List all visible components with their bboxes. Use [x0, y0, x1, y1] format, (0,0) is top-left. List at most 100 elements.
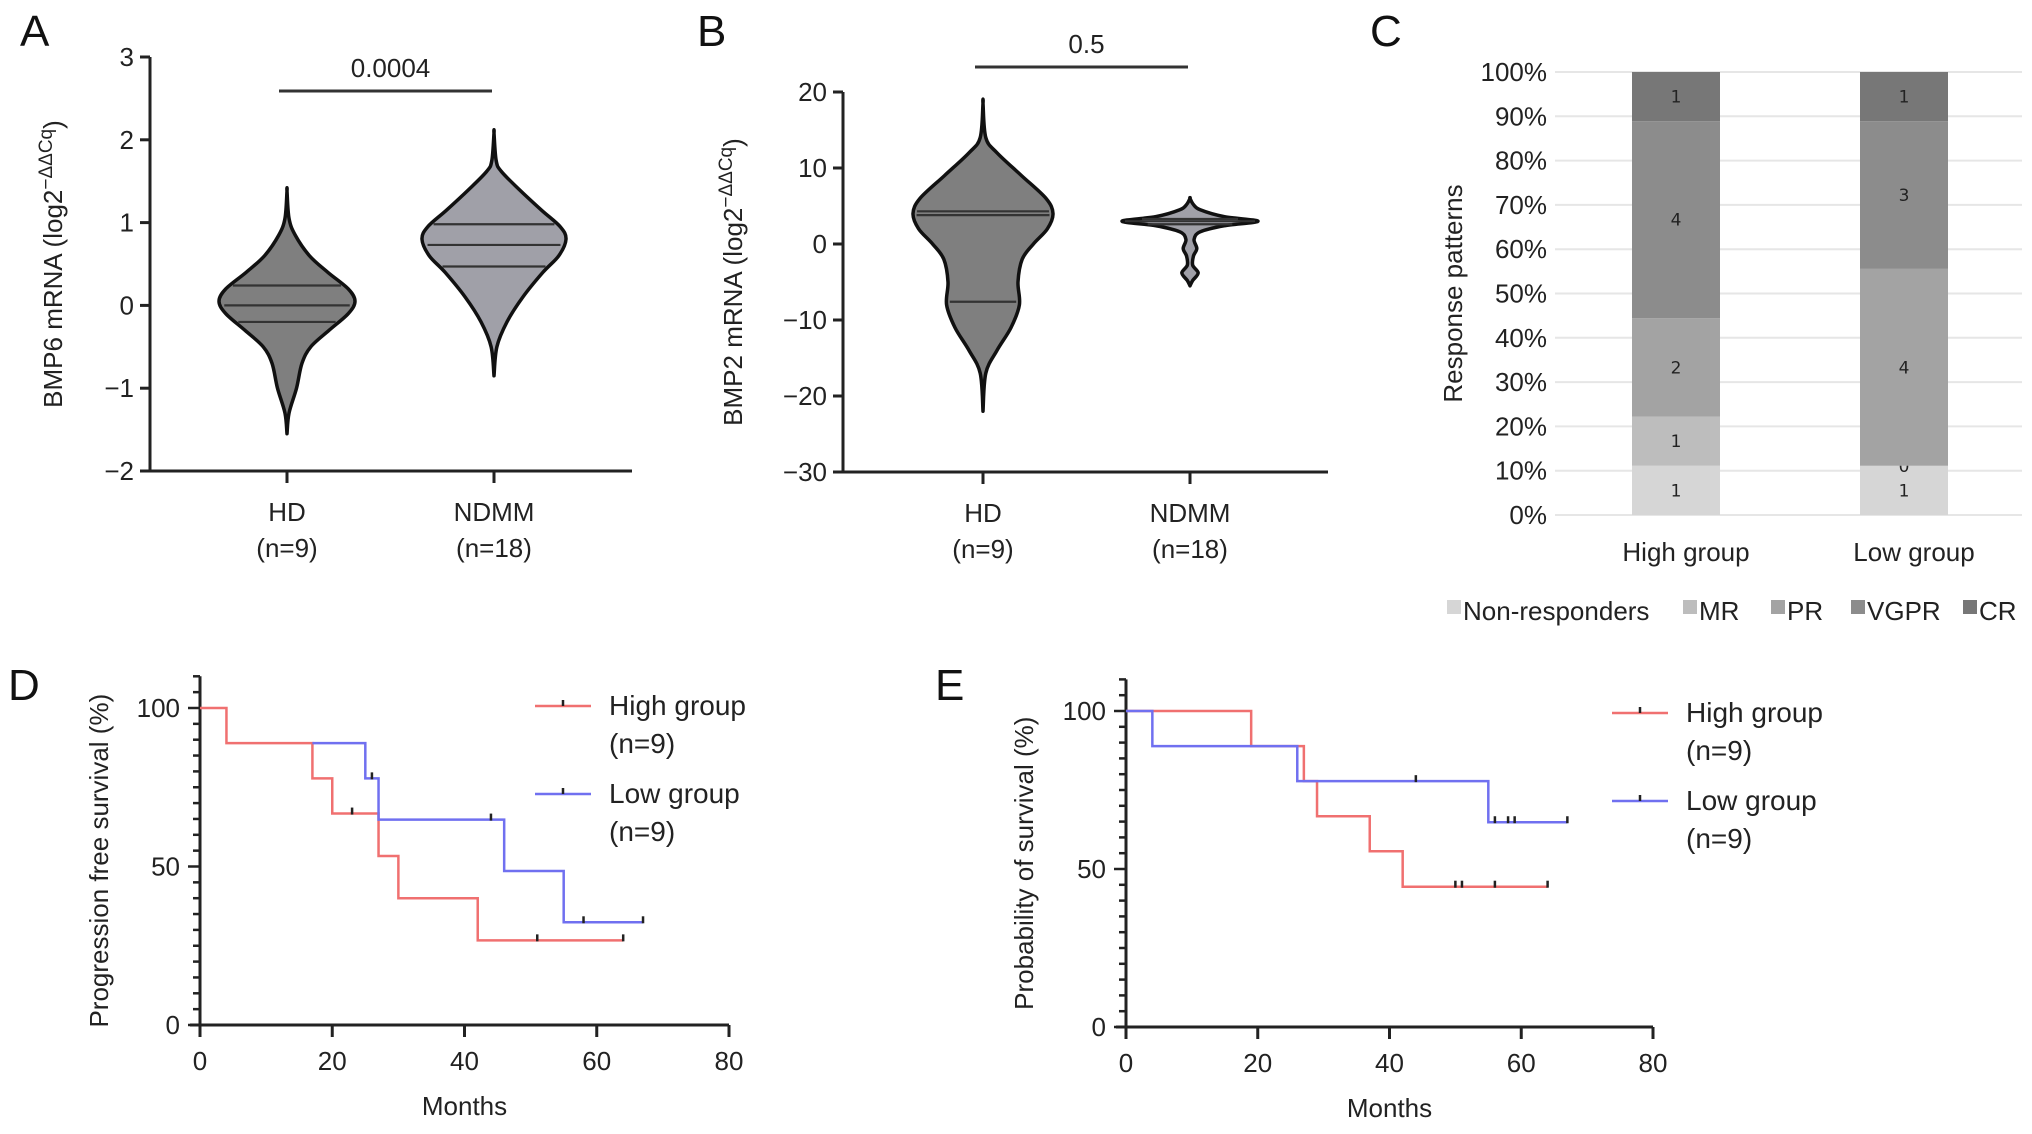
x-category-label: Low group [1853, 537, 1974, 567]
legend-swatch [1683, 600, 1697, 614]
legend-label: VGPR [1867, 596, 1941, 626]
legend-item-pr: PR [1771, 596, 1823, 626]
y-tick-label: −1 [104, 373, 134, 403]
legend-label: MR [1699, 596, 1739, 626]
x-tick-label: 20 [318, 1046, 347, 1076]
legend-item-cr: CR [1963, 596, 2017, 626]
x-tick-label: 40 [1375, 1048, 1404, 1078]
y-axis-title-superscript: −ΔΔCq [36, 129, 57, 190]
km-step-line [312, 741, 644, 924]
x-tick-label: 0 [1119, 1048, 1133, 1078]
x-tick-label: 80 [1639, 1048, 1668, 1078]
panel-label-a: A [20, 7, 50, 56]
bar-stack-high-group: 1 1 2 4 1 [1632, 72, 1720, 515]
y-tick-label: 40% [1495, 323, 1547, 353]
panel-a-violin-bmp6: −2 −1 0 1 2 3 BMP6 mRNA (log2−ΔΔCq) HD (n=9) NDMM… [36, 42, 632, 563]
bar-segment-value: 4 [1671, 211, 1682, 231]
bar-segment-value: 1 [1671, 481, 1682, 501]
bar-segment-mr [1632, 416, 1720, 466]
legend-item-mr: MR [1683, 596, 1739, 626]
y-tick-label: 20 [798, 77, 827, 107]
panel-label-c: C [1370, 7, 1402, 56]
y-tick-label: 100% [1481, 57, 1548, 87]
x-category-n: (n=18) [1152, 534, 1228, 564]
x-category-n: (n=9) [256, 533, 317, 563]
km-step-line [200, 706, 624, 942]
km-step-line [1126, 709, 1568, 824]
violin-body [217, 185, 357, 436]
legend-label: High group [1686, 697, 1823, 728]
y-tick-label: 0 [166, 1010, 180, 1040]
legend-n-label: (n=9) [1686, 823, 1752, 854]
y-axis-title: Probability of survival (%) [1009, 717, 1039, 1010]
panel-label-b: B [697, 7, 726, 56]
y-tick-label: 0% [1509, 500, 1547, 530]
violin-hd [911, 97, 1055, 413]
panel-e-km-os: 0 50 100 0 20 40 60 80 Months Probability of surv… [1009, 678, 1823, 1123]
y-tick-label: −2 [104, 456, 134, 486]
y-tick-label: −10 [783, 305, 827, 335]
y-tick-label: 30% [1495, 367, 1547, 397]
x-tick-label: 60 [1507, 1048, 1536, 1078]
km-step-line [1126, 709, 1548, 888]
x-tick-label: 60 [582, 1046, 611, 1076]
y-tick-label: 0 [1092, 1012, 1106, 1042]
y-axis-title-superscript: −ΔΔCq [716, 147, 737, 208]
y-tick-label: −30 [783, 457, 827, 487]
x-category-n: (n=9) [952, 534, 1013, 564]
y-tick-label: 2 [120, 125, 134, 155]
bar-segment-value: 1 [1899, 481, 1910, 501]
panel-d-km-pfs: 0 50 100 0 20 40 60 80 Months Progression free su… [84, 675, 746, 1121]
bar-segment-cr [1860, 72, 1948, 122]
bar-segment-value: 1 [1899, 88, 1910, 108]
violin-body [1120, 195, 1260, 288]
y-tick-label: 20% [1495, 411, 1547, 441]
violin-body [911, 97, 1055, 413]
y-axis-title: Progression free survival (%) [84, 694, 114, 1028]
km-curve-low-group [1126, 709, 1569, 824]
panel-label-e: E [935, 661, 964, 710]
bar-segment-pr [1632, 318, 1720, 417]
legend-label: Low group [609, 778, 740, 809]
y-tick-label: 50% [1495, 279, 1547, 309]
y-axis-title: Response patterns [1438, 184, 1468, 402]
y-tick-label: 60% [1495, 234, 1547, 264]
legend-label: CR [1979, 596, 2017, 626]
bar-segment-value: 2 [1671, 358, 1682, 378]
x-tick-label: 20 [1243, 1048, 1272, 1078]
violin-ndmm [1120, 195, 1260, 288]
y-axis-title-close: ) [718, 138, 748, 147]
legend-item-high-group: High group (n=9) [1612, 697, 1823, 766]
x-tick-label: 0 [193, 1046, 207, 1076]
bar-segment-cr [1632, 72, 1720, 122]
y-tick-label: 0 [120, 290, 134, 320]
p-value-label: 0.0004 [351, 53, 431, 83]
y-tick-label: 10% [1495, 456, 1547, 486]
violin-ndmm [420, 128, 568, 378]
y-axis-title-close: ) [38, 120, 68, 129]
km-curve-high-group [1126, 709, 1549, 888]
legend-swatch [1963, 600, 1977, 614]
legend-item-low-group: Low group (n=9) [535, 778, 740, 847]
km-curve-high-group [200, 706, 625, 942]
panel-c-stacked-bar-response: 0% 10% 20% 30% 40% 50% 60% 70% 80% 90% 100% Respons… [1438, 57, 2022, 626]
legend-label: Non-responders [1463, 596, 1649, 626]
x-category-label: High group [1622, 537, 1749, 567]
y-tick-label: 70% [1495, 190, 1547, 220]
x-category-n: (n=18) [456, 533, 532, 563]
panel-label-d: D [8, 661, 40, 710]
bar-segment-non-responders [1860, 465, 1948, 515]
y-axis-title: BMP6 mRNA (log2−ΔΔCq) [36, 120, 68, 408]
y-tick-label: 3 [120, 42, 134, 72]
y-tick-label: 0 [813, 229, 827, 259]
legend-swatch [1851, 600, 1865, 614]
panel-b-violin-bmp2: −30 −20 −10 0 10 20 BMP2 mRNA (log2−ΔΔCq) HD (n=… [716, 29, 1328, 564]
x-axis-title: Months [422, 1091, 507, 1121]
legend-label: High group [609, 690, 746, 721]
legend-item-vgpr: VGPR [1851, 596, 1941, 626]
x-axis-title: Months [1347, 1093, 1432, 1123]
bar-segment-value: 0 [1899, 457, 1910, 477]
y-tick-label: 80% [1495, 146, 1547, 176]
y-tick-label: 10 [798, 153, 827, 183]
bar-segment-value: 1 [1671, 432, 1682, 452]
